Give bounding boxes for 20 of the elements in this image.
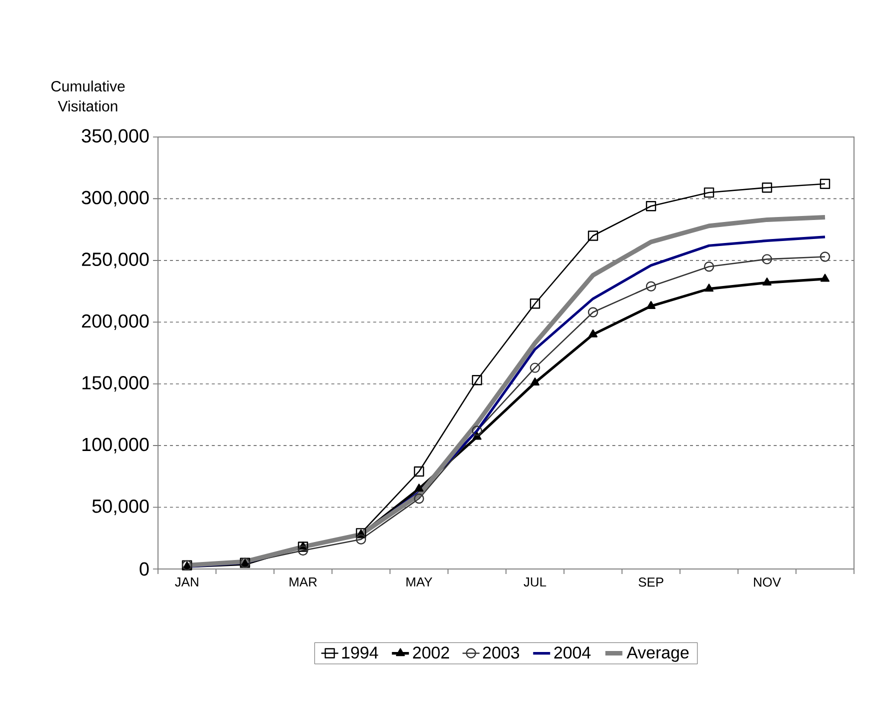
y-tick-label: 0	[140, 562, 149, 576]
legend-label: 2003	[483, 646, 520, 659]
y-tick-label: 300,000	[82, 190, 149, 207]
x-tick-label: NOV	[754, 578, 781, 587]
x-tick-label: JAN	[174, 578, 198, 587]
x-tick-label: MAR	[290, 578, 317, 586]
y-axis-title: Cumulative Visitation	[51, 80, 125, 112]
x-tick-label: SEP	[638, 578, 664, 587]
y-tick-label: 200,000	[82, 314, 149, 330]
legend-label: Average	[626, 646, 689, 662]
x-tick-label: JUL	[524, 578, 546, 587]
y-tick-label: 50,000	[92, 499, 149, 516]
y-tick-label: 350,000	[82, 129, 149, 145]
y-tick-label: 100,000	[82, 438, 149, 454]
y-tick-label: 150,000	[82, 376, 149, 392]
legend-label: 1994	[342, 646, 378, 659]
legend-label: 2002	[413, 646, 450, 659]
y-tick-label: 250,000	[82, 252, 149, 268]
legend-label: 2004	[554, 646, 591, 659]
x-tick-label: MAY	[406, 578, 432, 586]
